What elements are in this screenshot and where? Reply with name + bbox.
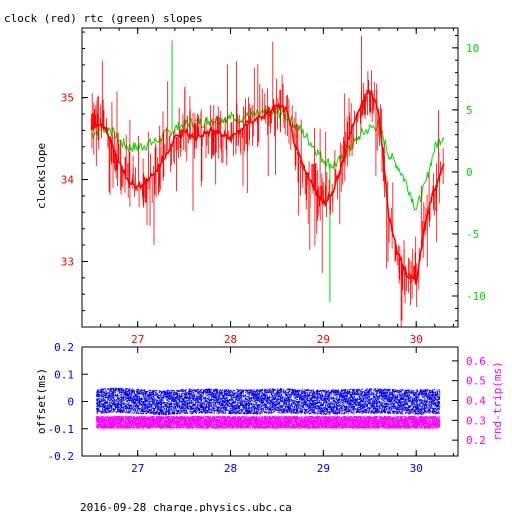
series-clock-slope-noise [90, 35, 444, 327]
footer-label: 2016-09-28 charge.physics.ubc.ca [80, 501, 292, 512]
top-plot: clockslope 27 28 29 30 33 34 35 -10 -5 0 5 10 [35, 27, 486, 346]
bottom-plot: offset(ms) rnd-trip(ms) 27 28 29 30 -0.2 -0.1… [35, 341, 504, 475]
bottom-x-tick-label: 30 [410, 462, 423, 475]
top-y2-tick-label: -5 [466, 228, 479, 241]
bottom-y-tick-label: 0.1 [54, 368, 74, 381]
top-x-tick-label: 28 [224, 333, 237, 346]
top-y-tick-label: 34 [61, 174, 75, 187]
top-y-tick-label: 33 [61, 255, 74, 268]
bottom-data-layer [96, 387, 441, 429]
series-offset-points [96, 387, 441, 416]
bottom-y-label: offset(ms) [35, 368, 48, 434]
bottom-y-tick-label: -0.2 [48, 450, 75, 463]
bottom-y-tick-label: -0.1 [48, 423, 75, 436]
top-x-tick-label: 27 [131, 333, 144, 346]
bottom-axes: 27 28 29 30 -0.2 -0.1 0 0.1 0.2 0.2 0.3 0.4 0.5 0.6 [48, 341, 487, 475]
chart-title: clock (red) rtc (green) slopes [4, 12, 203, 25]
series-clock-slope-line [90, 89, 445, 285]
bottom-y-tick-label: 0.2 [54, 341, 74, 354]
bottom-y2-tick-label: 0.3 [466, 414, 486, 427]
top-y2-tick-label: 5 [466, 104, 473, 117]
bottom-y2-tick-label: 0.4 [466, 395, 486, 408]
bottom-y2-tick-label: 0.5 [466, 375, 486, 388]
bottom-x-tick-label: 27 [131, 462, 144, 475]
top-axes: 27 28 29 30 33 34 35 -10 -5 0 5 10 [61, 28, 486, 346]
top-data-layer [90, 35, 445, 327]
bottom-y2-label: rnd-trip(ms) [491, 361, 504, 440]
series-roundtrip-points [96, 415, 441, 429]
top-y2-tick-label: -10 [466, 290, 486, 303]
top-y2-tick-label: 10 [466, 42, 479, 55]
bottom-x-tick-label: 28 [224, 462, 237, 475]
top-y2-tick-label: 0 [466, 166, 473, 179]
top-x-tick-label: 30 [410, 333, 423, 346]
top-x-tick-label: 29 [317, 333, 330, 346]
top-plot-frame [81, 27, 459, 328]
bottom-x-tick-label: 29 [317, 462, 330, 475]
bottom-y2-tick-label: 0.2 [466, 434, 486, 447]
bottom-y2-tick-label: 0.6 [466, 355, 486, 368]
top-y-label: clockslope [35, 143, 48, 209]
bottom-y-tick-label: 0 [67, 396, 74, 409]
top-y-tick-label: 35 [61, 92, 74, 105]
